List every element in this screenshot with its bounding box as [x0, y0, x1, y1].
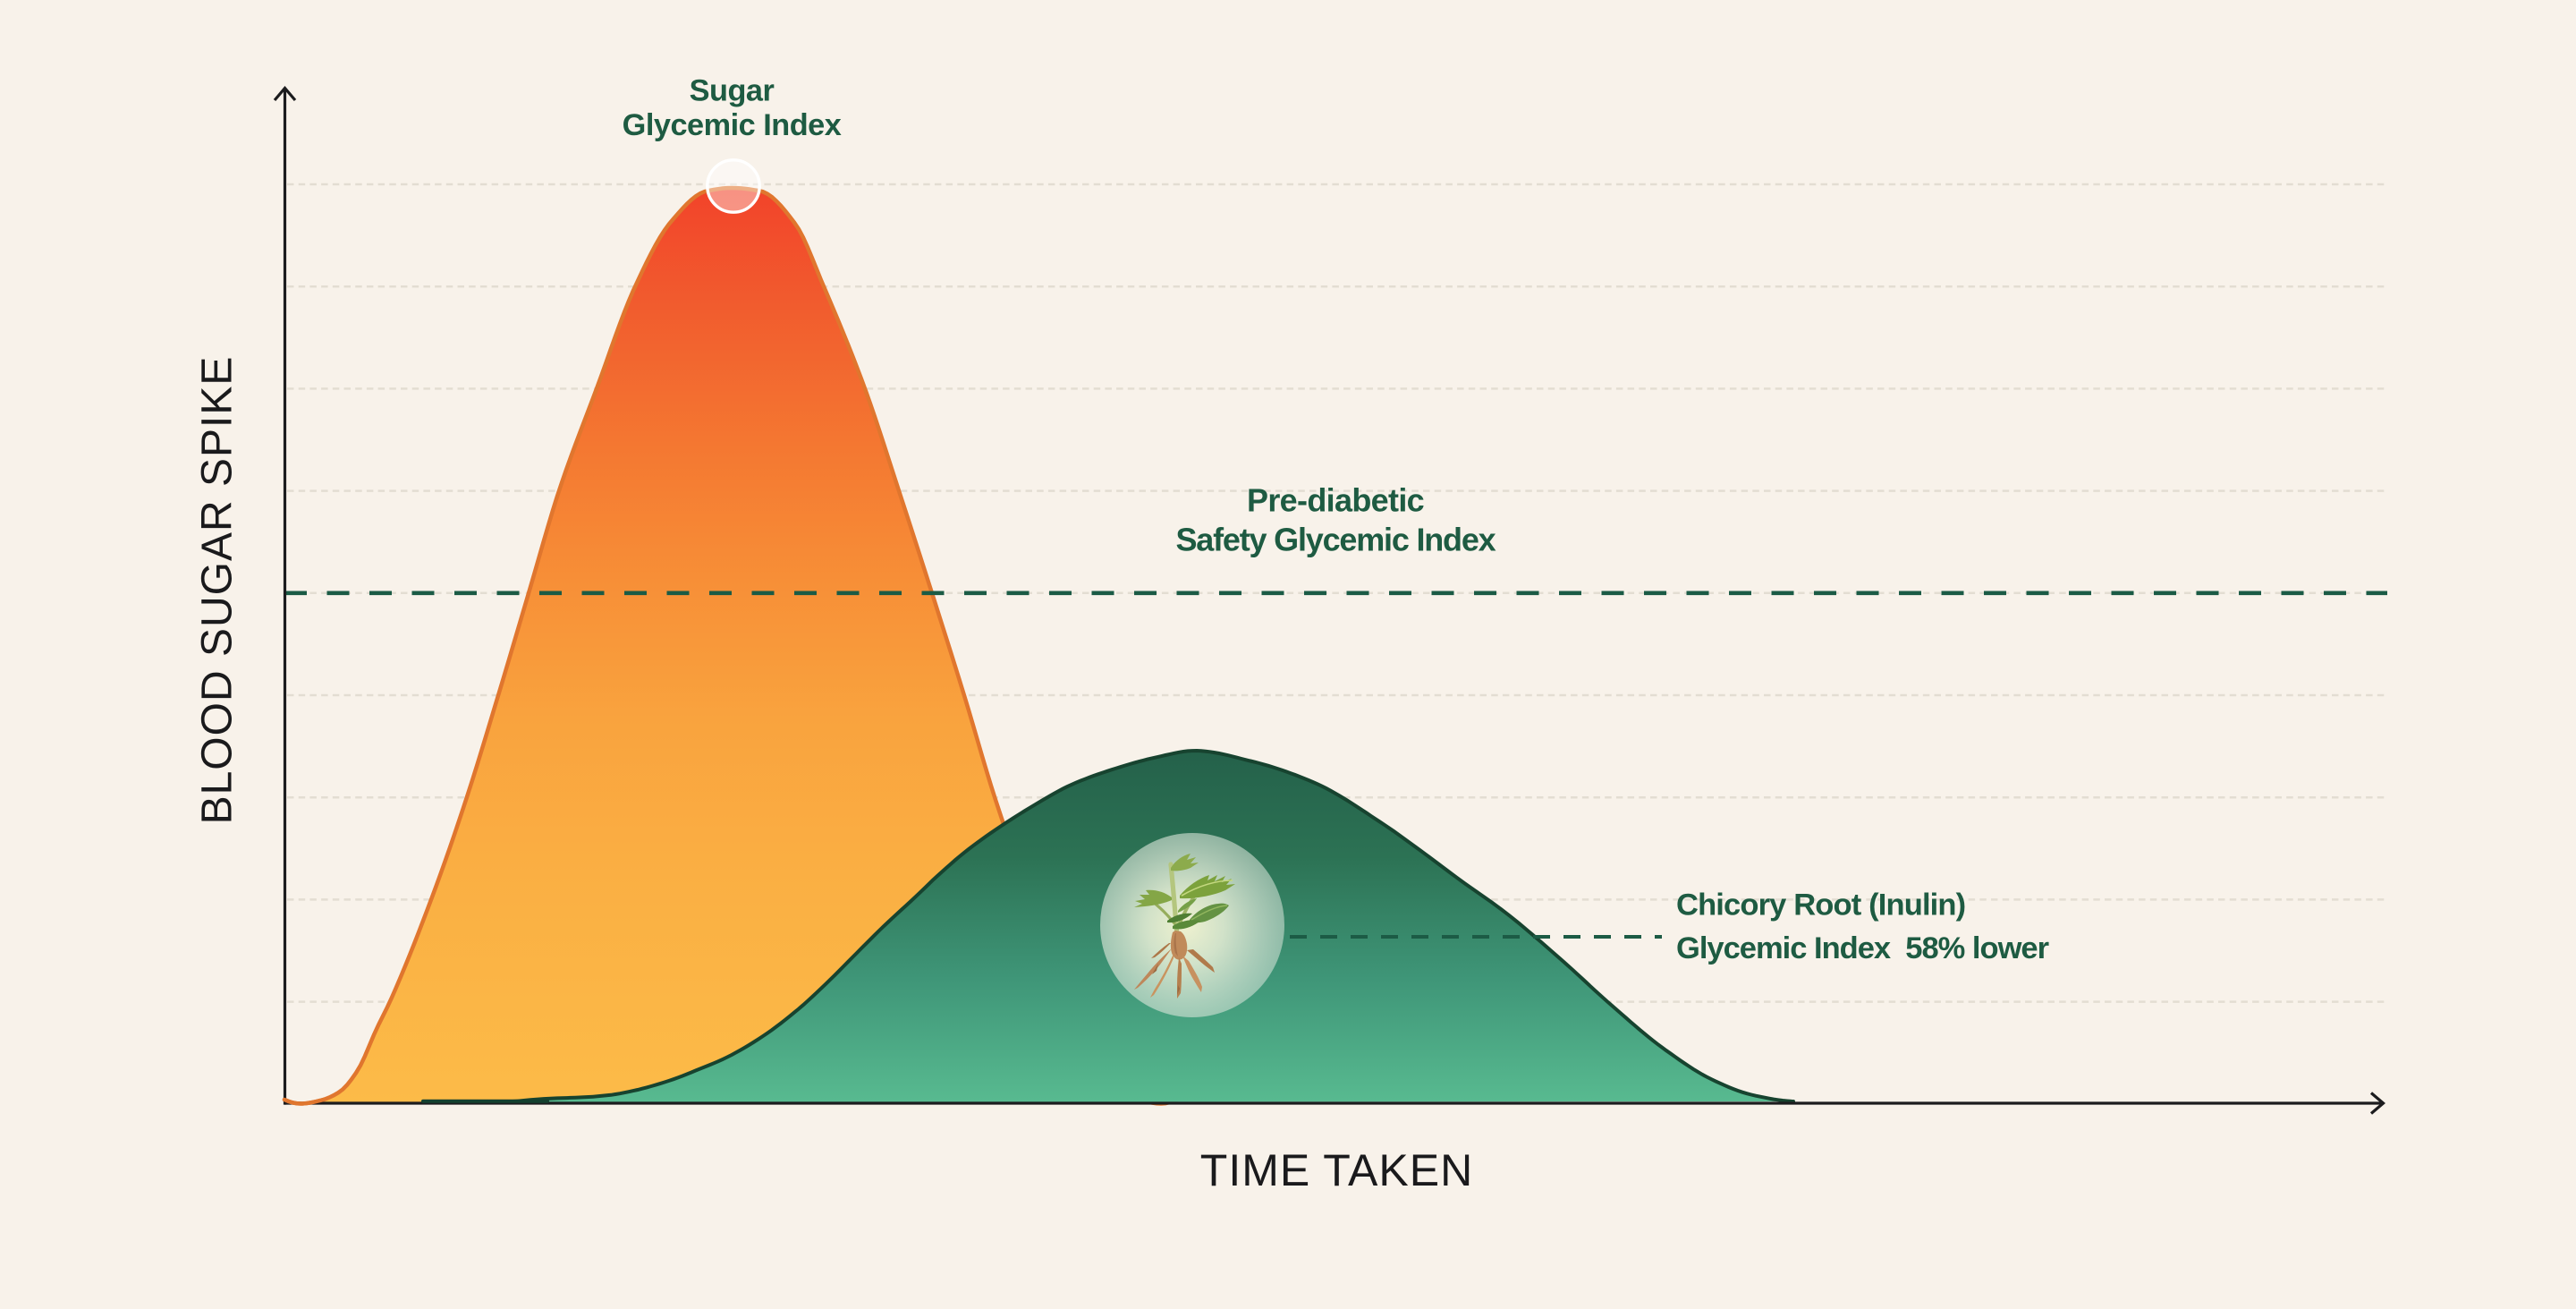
svg-text:TIME TAKEN: TIME TAKEN: [1200, 1145, 1473, 1195]
svg-text:Chicory Root (Inulin): Chicory Root (Inulin): [1676, 888, 1965, 922]
svg-text:Sugar: Sugar: [690, 74, 775, 108]
svg-text:Glycemic Index: Glycemic Index: [623, 108, 842, 142]
svg-text:Pre-diabetic: Pre-diabetic: [1247, 482, 1424, 519]
svg-text:BLOOD SUGAR SPIKE: BLOOD SUGAR SPIKE: [194, 356, 242, 825]
svg-text:Glycemic Index 58% lower: Glycemic Index 58% lower: [1676, 931, 2049, 965]
svg-text:Safety Glycemic Index: Safety Glycemic Index: [1176, 521, 1496, 557]
